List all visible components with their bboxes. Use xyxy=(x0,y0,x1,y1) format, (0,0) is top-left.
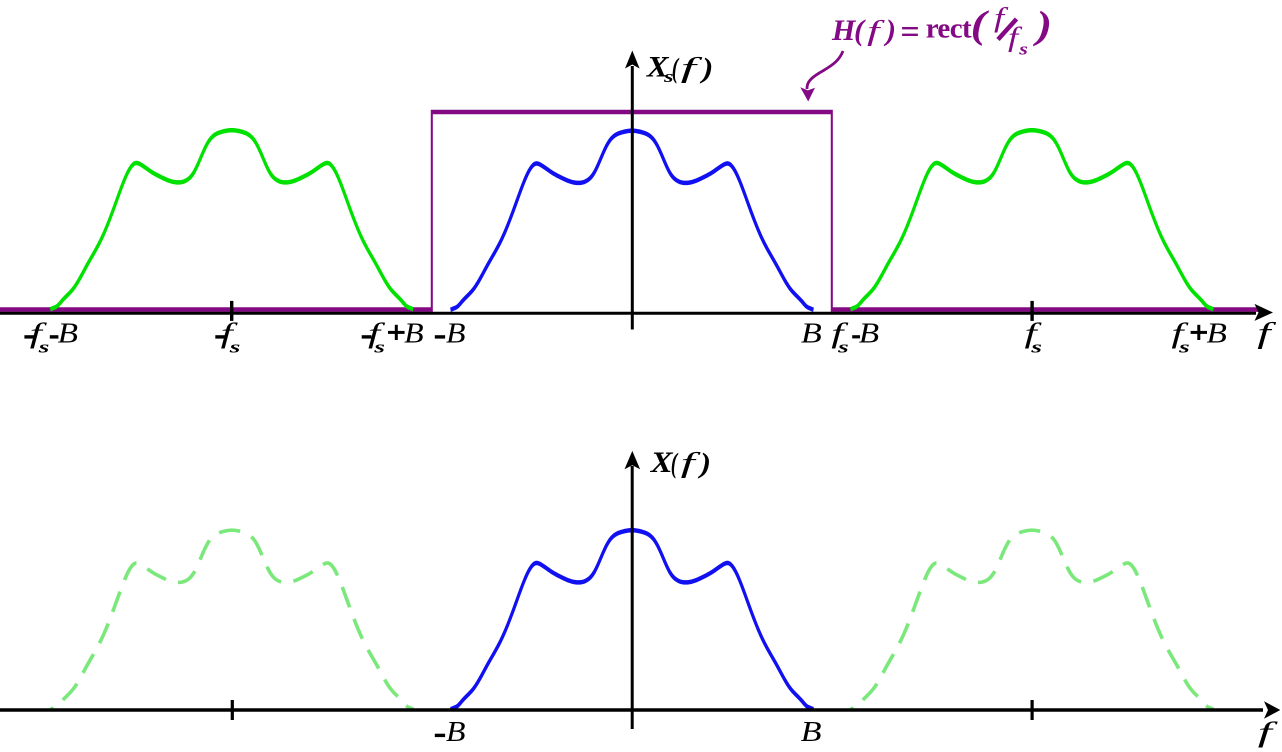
svg-text:s: s xyxy=(229,337,241,356)
svg-text:B: B xyxy=(859,317,879,349)
svg-text:): ) xyxy=(697,447,711,479)
svg-text:B: B xyxy=(801,317,822,349)
svg-text:(: ( xyxy=(971,4,989,47)
svg-text:s: s xyxy=(1178,337,1190,356)
svg-text:(: ( xyxy=(854,14,866,47)
svg-text:f: f xyxy=(1258,716,1279,748)
svg-text:f: f xyxy=(1257,316,1276,350)
svg-text:X: X xyxy=(646,50,670,83)
svg-text:s: s xyxy=(1030,337,1042,356)
svg-text:f: f xyxy=(681,446,702,478)
svg-text:B: B xyxy=(404,317,423,349)
svg-text:B: B xyxy=(58,317,78,349)
svg-text:s: s xyxy=(373,337,385,356)
svg-text:B: B xyxy=(446,715,465,747)
svg-text:s: s xyxy=(837,337,849,356)
svg-text:B: B xyxy=(446,317,465,349)
svg-text:f: f xyxy=(867,15,885,47)
svg-text:rect: rect xyxy=(926,12,972,44)
svg-text:(: ( xyxy=(672,53,680,85)
svg-text:H: H xyxy=(831,14,857,47)
svg-text:B: B xyxy=(1207,317,1227,349)
svg-text:(: ( xyxy=(671,448,679,480)
svg-text:): ) xyxy=(1032,5,1052,48)
svg-text:s: s xyxy=(38,337,50,356)
svg-text:s: s xyxy=(1018,40,1028,59)
svg-text:s: s xyxy=(663,66,674,85)
svg-text:f: f xyxy=(681,51,704,83)
svg-text:B: B xyxy=(801,715,822,747)
svg-text:): ) xyxy=(883,14,896,47)
svg-text:): ) xyxy=(699,51,713,83)
svg-text:X: X xyxy=(650,445,674,478)
svg-text:=: = xyxy=(900,14,919,51)
